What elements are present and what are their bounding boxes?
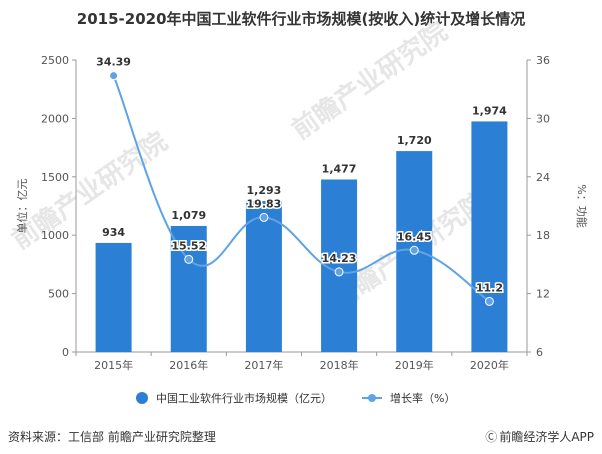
data-labels: 934 1,079 1,293 1,477 1,720 1,974 34.39 15.52 19…	[95, 54, 507, 296]
right-tick-label: 24	[536, 171, 550, 184]
axes: 0 500 1000 1500 2000 2500 6 12 18 24 30 36 2015年 2016…	[15, 54, 589, 372]
right-tick-label: 30	[536, 112, 550, 125]
right-tick-label: 36	[536, 54, 550, 67]
right-tick-label: 6	[536, 346, 543, 359]
x-tick-label: 2016年	[169, 358, 208, 372]
bar	[245, 200, 282, 352]
growth-point	[184, 254, 194, 264]
growth-point	[259, 212, 269, 222]
bar-value-label: 1,720	[397, 134, 432, 147]
y2-axis-title: %：功能	[575, 184, 589, 227]
bar	[170, 225, 207, 352]
brand-credit: Ⓒ 前瞻经济学人APP	[485, 428, 594, 445]
x-tick-label: 2020年	[470, 358, 509, 372]
legend-line-marker	[368, 394, 376, 402]
growth-value-label: 16.45	[397, 230, 432, 243]
growth-value-label: 11.2	[476, 281, 503, 294]
growth-point	[409, 245, 419, 255]
bar	[471, 121, 508, 352]
bar-value-label: 1,293	[247, 184, 282, 197]
legend-bar-swatch	[136, 392, 148, 404]
x-tick-label: 2018年	[320, 358, 359, 372]
bar	[321, 179, 358, 352]
x-tick-label: 2019年	[395, 358, 434, 372]
legend-line-label: 增长率（%）	[390, 391, 455, 405]
growth-value-label: 14.23	[322, 252, 357, 265]
copyright-icon: Ⓒ	[485, 430, 498, 444]
growth-value-label: 34.39	[96, 56, 131, 69]
growth-value-label: 15.52	[171, 239, 206, 252]
growth-line-path	[112, 75, 490, 303]
bar	[95, 242, 132, 352]
growth-value-label: 19.83	[247, 197, 282, 210]
growth-point	[334, 267, 344, 277]
watermark-text: 前瞻产业研究院	[6, 126, 173, 256]
growth-point	[109, 71, 119, 81]
brand-name: 前瞻经济学人APP	[499, 430, 594, 444]
left-tick-label: 2500	[41, 54, 69, 67]
left-tick-label: 1000	[41, 229, 69, 242]
growth-point	[484, 296, 494, 306]
bar-value-label: 1,079	[171, 209, 206, 222]
x-tick-label: 2015年	[94, 358, 133, 372]
chart-title: 2015-2020年中国工业软件行业市场规模(按收入)统计及增长情况	[76, 10, 526, 28]
watermark-text: 前瞻产业研究院	[286, 16, 453, 146]
bar-value-label: 1,477	[322, 162, 357, 175]
x-tick-label: 2017年	[244, 358, 283, 372]
legend-bar-label: 中国工业软件行业市场规模（亿元）	[156, 391, 332, 405]
left-tick-label: 1500	[41, 171, 69, 184]
bar-value-label: 934	[102, 226, 125, 239]
right-tick-label: 12	[536, 288, 550, 301]
growth-line	[109, 71, 494, 306]
legend: 中国工业软件行业市场规模（亿元） 增长率（%）	[136, 391, 455, 405]
y-axis-title: 单位：亿元	[15, 179, 29, 234]
right-tick-label: 18	[536, 229, 550, 242]
left-tick-label: 500	[48, 288, 69, 301]
left-tick-label: 0	[62, 346, 69, 359]
left-tick-label: 2000	[41, 112, 69, 125]
bar-value-label: 1,974	[472, 104, 507, 117]
source-note: 资料来源：工信部 前瞻产业研究院整理	[8, 430, 216, 444]
